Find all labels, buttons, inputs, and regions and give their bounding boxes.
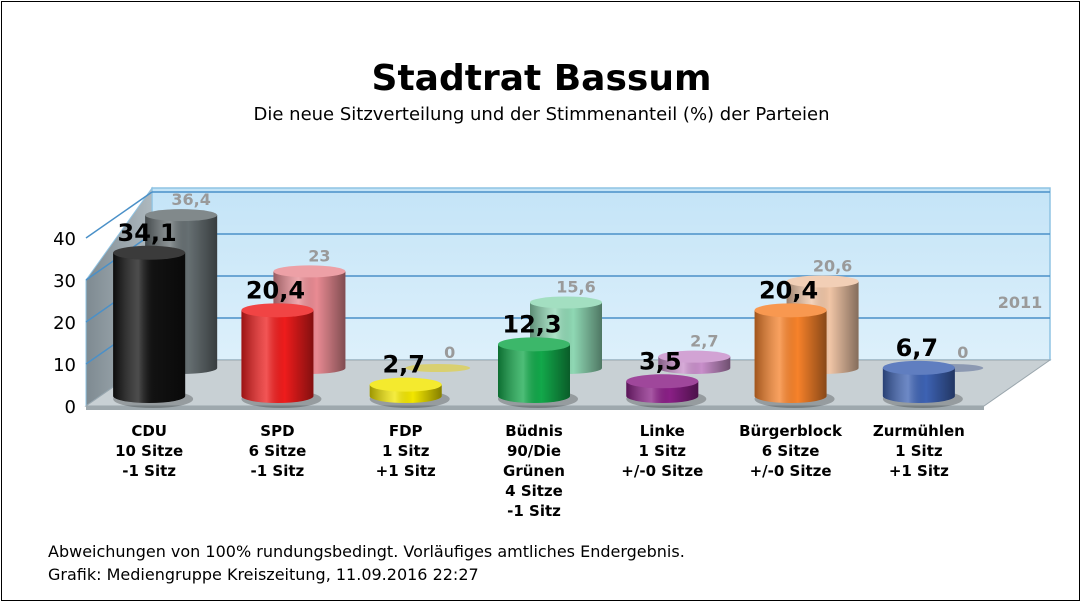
bar — [882, 360, 955, 403]
legend-2011: 2011 — [998, 293, 1043, 312]
x-category-label: -1 Sitz — [251, 462, 305, 480]
x-category-label: 6 Sitze — [762, 442, 820, 460]
bar-value-label: 12,3 — [502, 310, 561, 338]
x-category-label: 1 Sitz — [895, 442, 943, 460]
x-category-label: 90/Die — [507, 442, 561, 460]
x-category-label: 10 Sitze — [115, 442, 183, 460]
bar-value-label: 2,7 — [382, 351, 425, 379]
bar — [241, 303, 314, 403]
y-tick-label: 30 — [53, 271, 76, 292]
bar-2011-label: 20,6 — [813, 256, 852, 275]
x-category-label: Zurmühlen — [873, 422, 965, 440]
chart-floor-edge — [86, 406, 984, 410]
x-category-label: FDP — [389, 422, 423, 440]
x-category-label: +/-0 Sitze — [621, 462, 703, 480]
bar-2011-label: 2,7 — [690, 332, 718, 351]
x-category-label: Grünen — [503, 462, 565, 480]
x-category-label: -1 Sitz — [507, 502, 561, 520]
x-category-label: 1 Sitz — [382, 442, 430, 460]
x-category-label: Linke — [640, 422, 685, 440]
page-subtitle: Die neue Sitzverteilung und der Stimmena… — [253, 104, 830, 125]
x-category-label: 6 Sitze — [249, 442, 307, 460]
bar-value-label: 20,4 — [759, 276, 818, 304]
y-tick-label: 40 — [53, 229, 76, 250]
bar-value-label: 34,1 — [118, 219, 177, 247]
grid-line-side — [85, 191, 153, 239]
x-category-label: 4 Sitze — [505, 482, 563, 500]
bar-2011-label: 15,6 — [556, 277, 595, 296]
x-category-label: Bürgerblock — [739, 422, 843, 440]
bar-value-label: 6,7 — [896, 334, 939, 362]
bar — [369, 377, 442, 403]
x-category-label: +1 Sitz — [889, 462, 949, 480]
bar-value-label: 20,4 — [246, 276, 305, 304]
x-category-label: -1 Sitz — [122, 462, 176, 480]
y-tick-label: 0 — [65, 397, 76, 418]
x-category-label: CDU — [131, 422, 167, 440]
bar-2011 — [405, 364, 471, 372]
bar — [626, 374, 699, 403]
y-tick-label: 20 — [53, 313, 76, 334]
bar-2011-label: 23 — [308, 246, 330, 265]
bar-value-label: 3,5 — [639, 347, 682, 375]
bar — [498, 337, 570, 403]
page-title: Stadtrat Bassum — [371, 58, 712, 99]
footer-credit: Grafik: Mediengruppe Kreiszeitung, 11.09… — [48, 565, 479, 584]
x-category-label: SPD — [260, 422, 294, 440]
bar — [754, 303, 827, 403]
footer-note: Abweichungen von 100% rundungsbedingt. V… — [48, 542, 685, 561]
y-tick-label: 10 — [53, 355, 76, 376]
x-category-label: +1 Sitz — [376, 462, 436, 480]
x-category-label: +/-0 Sitze — [750, 462, 832, 480]
bar-2011-label: 0 — [444, 343, 455, 362]
bar-2011-label: 36,4 — [171, 190, 210, 209]
x-category-label: 1 Sitz — [639, 442, 687, 460]
x-category-label: Büdnis — [505, 422, 563, 440]
bar-2011 — [658, 350, 731, 374]
bar — [113, 245, 186, 403]
bar-2011-label: 0 — [957, 343, 968, 362]
